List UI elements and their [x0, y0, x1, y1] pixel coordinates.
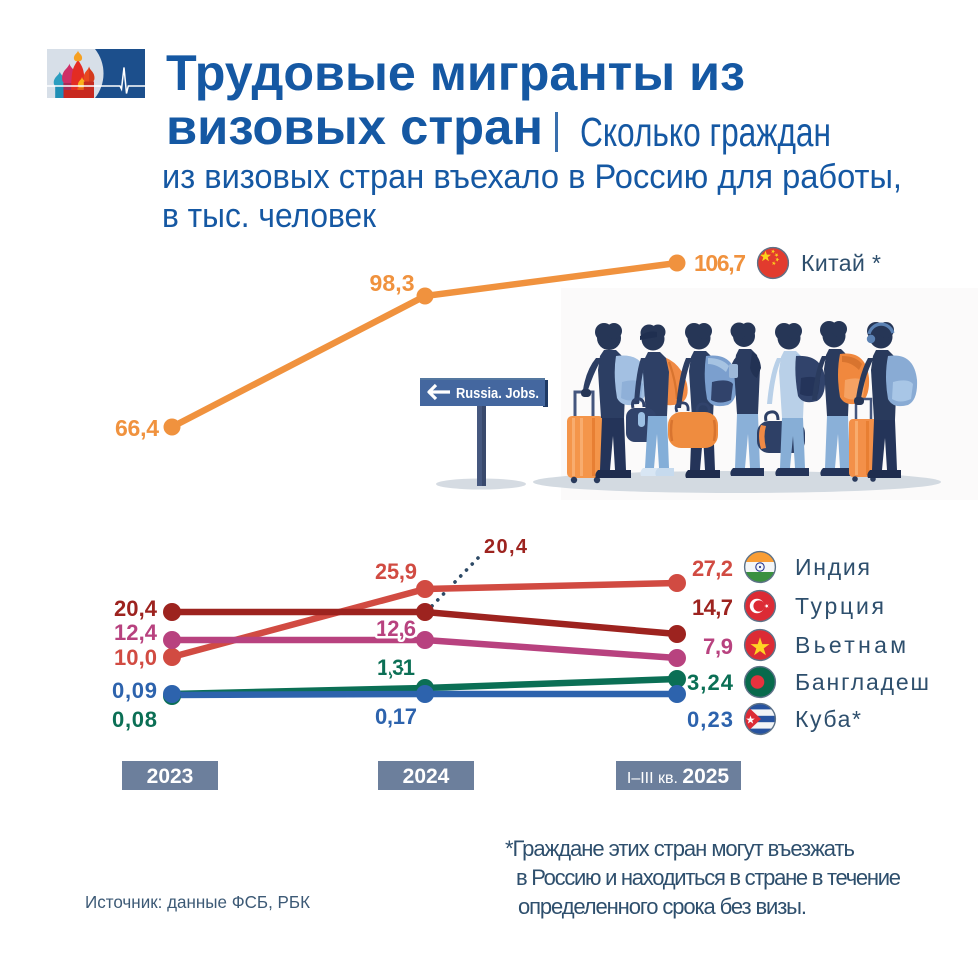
- svg-text:0,23: 0,23: [687, 707, 733, 732]
- svg-text:3,24: 3,24: [687, 670, 734, 695]
- svg-text:20,4: 20,4: [114, 596, 158, 621]
- svg-text:7,9: 7,9: [703, 634, 733, 659]
- svg-text:1,31: 1,31: [377, 655, 415, 680]
- svg-text:из визовых стран въехало в Рос: из визовых стран въехало в Россию для ра…: [162, 158, 902, 196]
- svg-text:66,4: 66,4: [115, 415, 159, 441]
- svg-text:Вьетнам: Вьетнам: [795, 632, 906, 658]
- svg-text:0,08: 0,08: [112, 707, 157, 732]
- svg-text:106,7: 106,7: [694, 250, 746, 276]
- svg-text:25,9: 25,9: [375, 559, 417, 584]
- svg-text:2024: 2024: [403, 765, 450, 788]
- svg-text:визовых стран: визовых стран: [166, 99, 543, 155]
- svg-text:I–III кв. 2025: I–III кв. 2025: [627, 765, 730, 788]
- svg-text:10,0: 10,0: [114, 645, 157, 670]
- svg-text:20,4: 20,4: [484, 536, 528, 558]
- svg-text:Турция: Турция: [795, 593, 884, 619]
- svg-text:14,7: 14,7: [692, 595, 733, 620]
- svg-text:Сколько граждан: Сколько граждан: [580, 109, 831, 155]
- svg-text:Источник: данные ФСБ, РБК: Источник: данные ФСБ, РБК: [85, 892, 311, 912]
- svg-text:в тыс. человек: в тыс. человек: [162, 197, 377, 235]
- svg-text:Трудовые мигранты из: Трудовые мигранты из: [166, 45, 745, 101]
- svg-text:Индия: Индия: [795, 554, 870, 580]
- svg-text:Russia. Jobs.: Russia. Jobs.: [456, 385, 539, 402]
- svg-text:98,3: 98,3: [370, 270, 415, 296]
- svg-text:12,4: 12,4: [114, 620, 158, 645]
- svg-text:Куба*: Куба*: [795, 706, 861, 732]
- svg-text:0,17: 0,17: [375, 704, 417, 729]
- svg-text:Китай *: Китай *: [801, 250, 881, 276]
- svg-text:2023: 2023: [147, 765, 194, 788]
- svg-text:в Россию и находиться в стране: в Россию и находиться в стране в течение: [516, 865, 901, 890]
- svg-text:*Граждане этих стран могут въе: *Граждане этих стран могут въезжать: [505, 836, 855, 861]
- svg-text:0,09: 0,09: [112, 678, 157, 703]
- svg-text:определенного срока без визы.: определенного срока без визы.: [518, 894, 807, 919]
- svg-text:Бангладеш: Бангладеш: [795, 669, 929, 695]
- svg-text:27,2: 27,2: [692, 556, 733, 581]
- svg-text:12,6: 12,6: [376, 616, 416, 641]
